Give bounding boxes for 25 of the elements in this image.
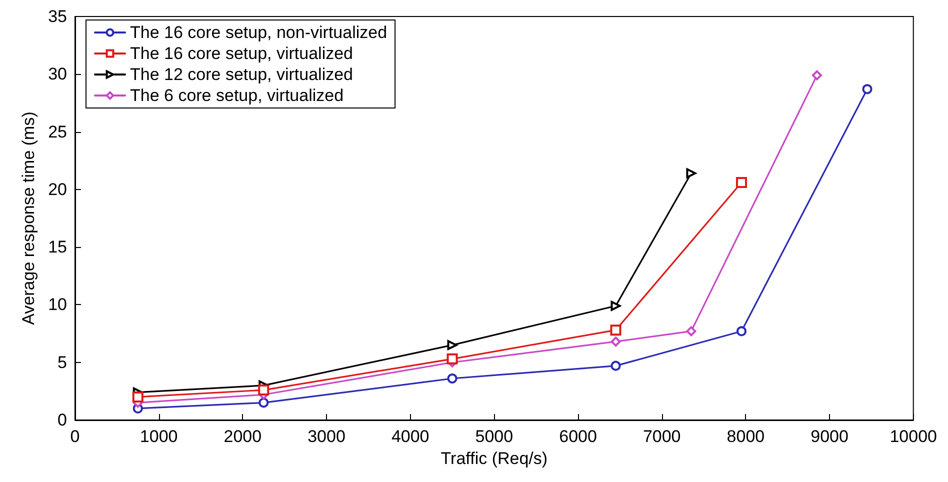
y-tick-label: 35 (48, 7, 67, 26)
y-tick-label: 5 (58, 352, 67, 372)
legend-label: The 12 core setup, virtualized (130, 65, 354, 84)
legend-label: The 16 core setup, non-virtualized (130, 23, 388, 42)
legend-label: The 6 core setup, virtualized (130, 86, 344, 105)
y-tick-label: 20 (48, 180, 67, 199)
y-tick-label: 0 (58, 410, 67, 430)
x-tick-label: 2000 (224, 427, 262, 446)
x-tick-label: 6000 (559, 427, 597, 446)
x-tick-label: 0 (70, 427, 80, 446)
y-tick-label: 25 (48, 122, 67, 142)
x-axis-title: Traffic (Req/s) (440, 448, 548, 468)
y-tick-label: 15 (48, 238, 67, 257)
x-tick-label: 1000 (140, 427, 178, 446)
x-tick-label: 5000 (475, 427, 514, 446)
y-axis-title: Average response time (ms) (19, 112, 38, 325)
x-tick-label: 3000 (308, 427, 346, 446)
x-tick-label: 4000 (391, 427, 430, 446)
y-tick-label: 10 (48, 295, 67, 314)
x-tick-label: 8000 (726, 427, 765, 446)
legend-label: The 16 core setup, virtualized (130, 44, 354, 63)
x-tick-label: 7000 (642, 427, 681, 446)
x-tick-label: 9000 (810, 427, 848, 446)
x-tick-label: 10000 (890, 427, 938, 446)
y-tick-label: 30 (48, 64, 67, 84)
